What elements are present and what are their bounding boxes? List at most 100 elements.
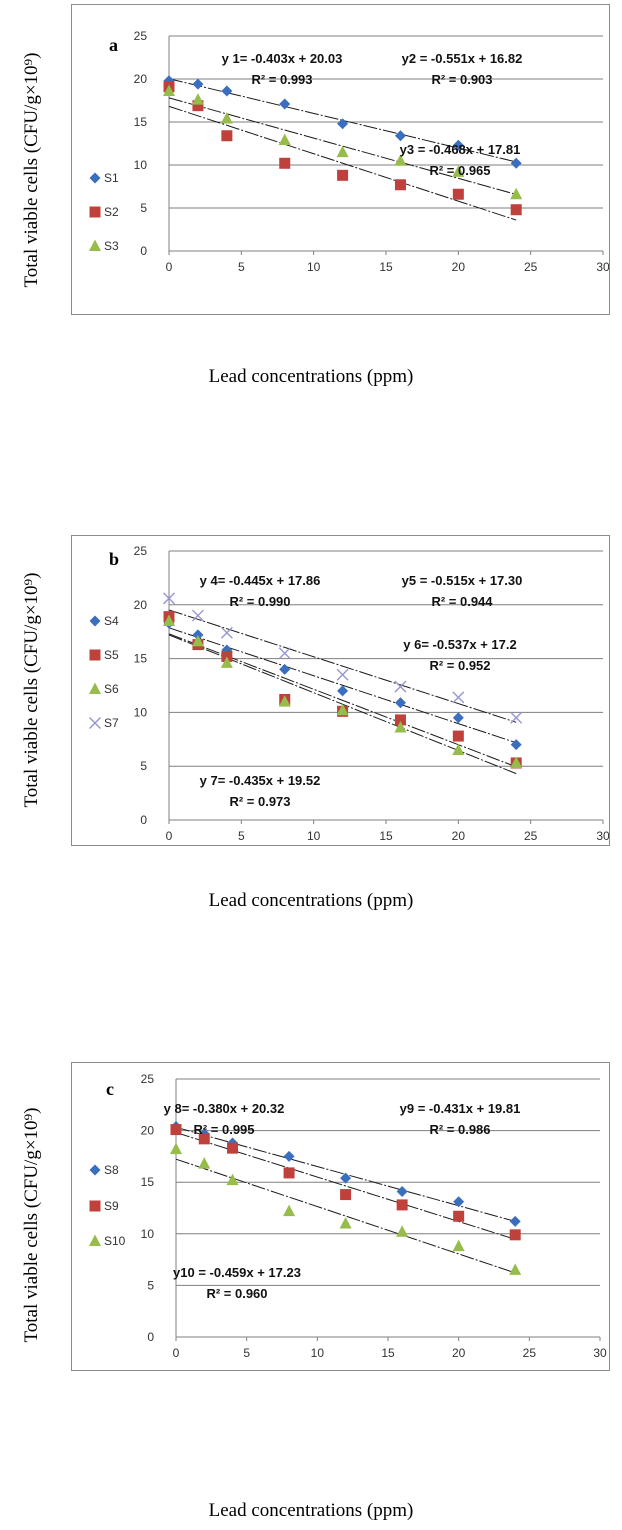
- x-tick-label: 5: [243, 1346, 250, 1360]
- data-point-s2: [221, 130, 233, 142]
- x-tick-label: 15: [381, 1346, 395, 1360]
- x-tick-label: 5: [238, 829, 245, 843]
- data-point-s7: [220, 626, 233, 639]
- trend-equation: y 6= -0.537x + 17.2: [403, 637, 516, 652]
- trend-equation: y 7= -0.435x + 19.52: [200, 773, 321, 788]
- data-point-s7: [510, 711, 523, 724]
- panel-letter: b: [109, 549, 119, 569]
- data-point-s9: [509, 1229, 521, 1241]
- y-tick-label: 5: [140, 759, 147, 773]
- legend-label-s1: S1: [104, 171, 119, 185]
- data-point-s4: [394, 697, 406, 709]
- x-tick-label: 30: [596, 260, 609, 274]
- r-squared: R² = 0.993: [251, 72, 312, 87]
- data-point-s4: [337, 685, 349, 697]
- data-point-s3: [394, 154, 407, 166]
- legend-label-s7: S7: [104, 716, 119, 730]
- data-point-s4: [221, 644, 233, 656]
- data-point-s6: [510, 756, 523, 768]
- data-point-s3: [191, 93, 204, 105]
- data-point-s9: [396, 1199, 408, 1211]
- y-tick-label: 10: [134, 158, 148, 172]
- data-point-s10: [396, 1225, 409, 1237]
- data-point-s7: [452, 691, 465, 704]
- y-axis-label-a: Total viable cells (CFU/g×10⁹): [21, 52, 42, 288]
- data-point-s5: [452, 730, 464, 742]
- y-tick-label: 20: [134, 72, 148, 86]
- r-squared: R² = 0.986: [429, 1122, 490, 1137]
- trend-equation: y2 = -0.551x + 16.82: [402, 51, 523, 66]
- data-point-s3: [336, 145, 349, 158]
- data-point-s9: [170, 1124, 182, 1136]
- trend-equation: y9 = -0.431x + 19.81: [400, 1101, 521, 1116]
- x-tick-label: 0: [166, 260, 173, 274]
- data-point-s1: [192, 78, 204, 90]
- trend-equation: y3 = -0.468x + 17.81: [400, 142, 521, 157]
- y-tick-label: 5: [147, 1278, 154, 1292]
- data-point-s3: [220, 112, 233, 124]
- x-tick-label: 10: [307, 829, 321, 843]
- legend-marker-s3: [89, 239, 101, 251]
- data-point-s6: [452, 743, 465, 756]
- trend-equation: y 1= -0.403x + 20.03: [222, 51, 343, 66]
- data-point-s7: [191, 609, 204, 622]
- y-tick-label: 0: [140, 244, 147, 258]
- data-point-s7: [394, 680, 407, 693]
- data-point-s1: [337, 118, 349, 130]
- r-squared: R² = 0.990: [229, 594, 290, 609]
- chart-a-svg: 0 5 10 15 20 25 0 5 10 15 20 25 30 a S1 S2 S3 y 1= -0.403…: [89, 29, 610, 274]
- data-point-s8: [453, 1196, 465, 1208]
- data-point-s7: [163, 592, 175, 605]
- data-point-s7: [278, 647, 291, 660]
- x-tick-label: 30: [596, 829, 609, 843]
- x-axis-label-b: Lead concentrations (ppm): [208, 890, 414, 911]
- trendline-s2: [168, 105, 517, 221]
- data-point-s4: [510, 739, 522, 751]
- chart-b-svg: 0 5 10 15 20 25 0 5 10 15 20 25 30 b S4 S5 S6 S7 y 4= -0.4…: [89, 544, 610, 843]
- data-point-s6: [163, 614, 175, 626]
- data-point-s8: [396, 1185, 408, 1197]
- r-squared: R² = 0.944: [431, 594, 493, 609]
- legend-marker-s4: [89, 615, 101, 627]
- x-tick-label: 20: [452, 1346, 466, 1360]
- legend-marker-s5: [89, 649, 101, 661]
- r-squared: R² = 0.960: [206, 1286, 267, 1301]
- chart-panel-b: 0 5 10 15 20 25 0 5 10 15 20 25 30 b S4 S5 S6 S7 y 4= -0.4…: [71, 535, 610, 846]
- data-point-s9: [283, 1167, 295, 1179]
- data-point-s10: [339, 1216, 352, 1229]
- data-point-s7: [336, 668, 349, 681]
- data-point-s10: [509, 1263, 522, 1275]
- x-tick-label: 20: [452, 260, 466, 274]
- data-point-s4: [452, 712, 464, 724]
- r-squared: R² = 0.965: [429, 163, 490, 178]
- legend-label-s2: S2: [104, 205, 119, 219]
- data-point-s1: [452, 139, 464, 151]
- x-tick-label: 15: [379, 260, 393, 274]
- data-point-s10: [283, 1204, 296, 1217]
- data-point-s3: [278, 133, 291, 146]
- data-point-s9: [340, 1189, 352, 1201]
- y-axis-label-b: Total viable cells (CFU/g×10⁹): [21, 572, 42, 808]
- y-tick-label: 0: [140, 813, 147, 827]
- legend-marker-s10: [89, 1234, 101, 1246]
- data-point-s10: [226, 1173, 239, 1186]
- legend-marker-s7: [89, 717, 101, 729]
- legend-label-s4: S4: [104, 614, 119, 628]
- trend-equation: y 4= -0.445x + 17.86: [200, 573, 321, 588]
- data-point-s3: [452, 165, 465, 177]
- x-tick-label: 5: [238, 260, 245, 274]
- r-squared: R² = 0.995: [193, 1122, 254, 1137]
- panel-letter: c: [106, 1079, 114, 1099]
- data-point-s6: [220, 656, 233, 668]
- chart-panel-c: 0 5 10 15 20 25 0 5 10 15 20 25 30 c S8 S9 S10 y 8= -0.38…: [71, 1062, 610, 1371]
- trend-equation: y 8= -0.380x + 20.32: [164, 1101, 285, 1116]
- data-point-s6: [336, 703, 349, 716]
- x-tick-label: 25: [523, 1346, 537, 1360]
- data-point-s3: [510, 187, 523, 200]
- y-tick-label: 5: [140, 201, 147, 215]
- legend-marker-s6: [89, 682, 101, 694]
- x-tick-label: 30: [593, 1346, 607, 1360]
- x-axis-label-c: Lead concentrations (ppm): [208, 1500, 414, 1521]
- legend-marker-s9: [89, 1200, 101, 1212]
- trend-equation: y10 = -0.459x + 17.23: [173, 1265, 301, 1280]
